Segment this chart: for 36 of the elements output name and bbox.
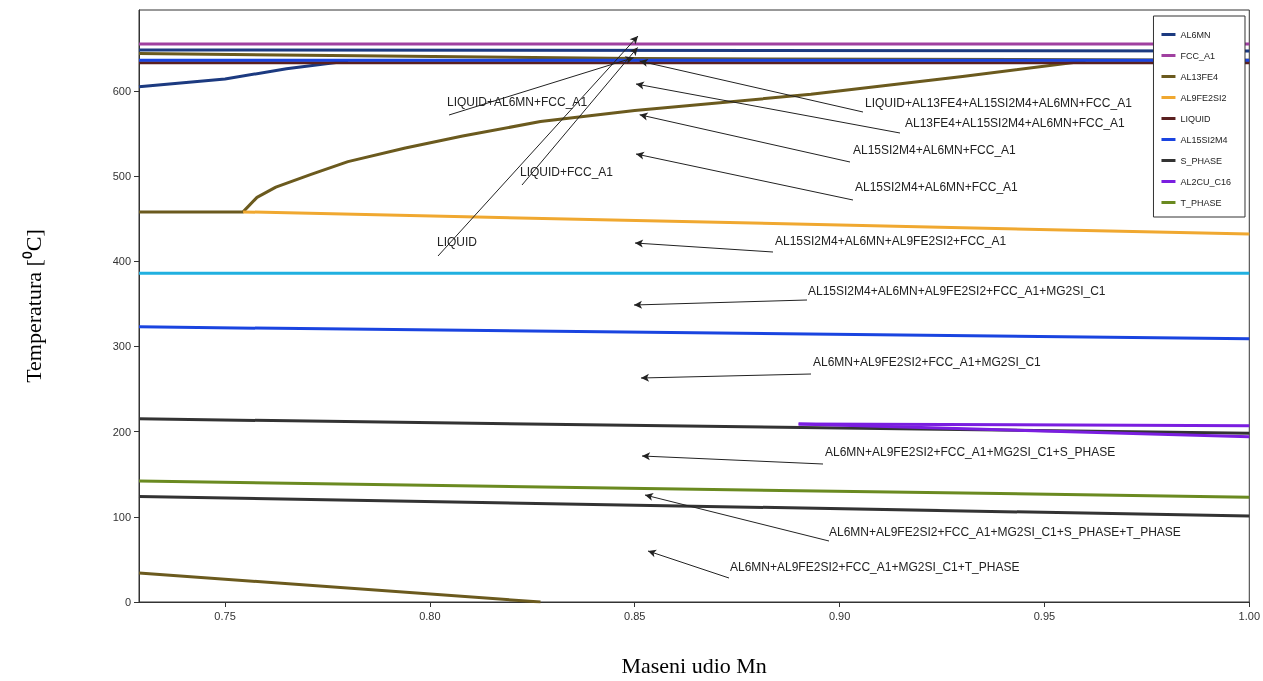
annotation: AL6MN+AL9FE2SI2+FCC_A1+MG2SI_C1+S_PHASE	[825, 445, 1116, 459]
annotation: LIQUID+FCC_A1	[520, 165, 614, 179]
y-tick-label: 100	[112, 510, 131, 523]
y-axis-title: Temperatura [⁰C]	[20, 229, 46, 383]
legend-label: AL6MN	[1180, 29, 1211, 40]
y-tick-label: 0	[124, 596, 131, 608]
annotation: AL15SI2M4+AL6MN+FCC_A1	[853, 143, 1017, 157]
legend-label: FCC_A1	[1180, 50, 1215, 61]
annotation: AL15SI2M4+AL6MN+AL9FE2SI2+FCC_A1+MG2SI_C1	[808, 284, 1106, 298]
annotation: AL15SI2M4+AL6MN+FCC_A1	[855, 180, 1019, 194]
annotation: AL6MN+AL9FE2SI2+FCC_A1+MG2SI_C1	[813, 355, 1042, 369]
x-tick-label: 0.85	[624, 609, 646, 622]
annotation: LIQUID+AL13FE4+AL15SI2M4+AL6MN+FCC_A1	[865, 96, 1133, 110]
y-tick-label: 200	[112, 425, 131, 438]
y-tick-label: 400	[112, 255, 131, 268]
x-tick-label: 0.95	[1033, 609, 1056, 622]
annotation: AL13FE4+AL15SI2M4+AL6MN+FCC_A1	[905, 116, 1126, 130]
legend-label: S_PHASE	[1180, 155, 1222, 166]
x-tick-label: 0.90	[828, 609, 851, 622]
legend-label: AL13FE4	[1180, 71, 1218, 82]
legend-label: AL15SI2M4	[1180, 134, 1228, 145]
x-tick-label: 0.75	[214, 609, 236, 622]
x-tick-label: 0.80	[419, 609, 441, 622]
legend-label: T_PHASE	[1180, 197, 1222, 208]
annotation: LIQUID	[437, 235, 478, 249]
y-tick-label: 300	[112, 340, 131, 353]
x-axis-title: Maseni udio Mn	[621, 652, 767, 678]
legend-label: AL9FE2SI2	[1180, 92, 1227, 103]
y-tick-label: 600	[112, 84, 131, 97]
legend-label: AL2CU_C16	[1180, 176, 1231, 187]
annotation: AL6MN+AL9FE2SI2+FCC_A1+MG2SI_C1+S_PHASE+T_PHASE	[829, 525, 1181, 539]
annotation: AL15SI2M4+AL6MN+AL9FE2SI2+FCC_A1	[775, 234, 1007, 248]
legend-label: LIQUID	[1180, 113, 1211, 124]
x-tick-label: 1.00	[1238, 609, 1261, 622]
y-tick-label: 500	[112, 170, 131, 183]
annotation: AL6MN+AL9FE2SI2+FCC_A1+MG2SI_C1+T_PHASE	[730, 560, 1020, 574]
